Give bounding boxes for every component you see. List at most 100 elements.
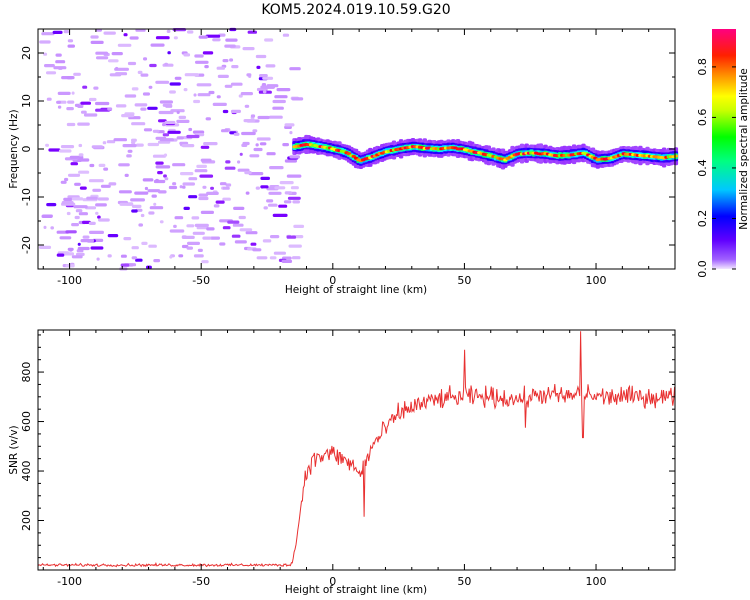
spectrogram-noise-cell [244, 104, 250, 108]
spectrogram-noise-cell [163, 174, 167, 178]
spectrogram-noise-cell [205, 34, 221, 38]
spectrogram-noise-cell [143, 57, 148, 61]
spectrogram-noise-cell [249, 154, 260, 158]
spectrogram-noise-cell [153, 259, 161, 263]
spectrogram-noise-cell [120, 263, 130, 267]
spectrogram-x-tick-label: -50 [192, 274, 210, 287]
spectrogram-noise-cell [186, 246, 193, 250]
spectrogram-noise-cell [73, 72, 81, 76]
spectrogram-noise-cell [256, 65, 261, 69]
spectrogram-noise-cell [284, 191, 293, 195]
spectrogram-y-axis-label: Frequency (Hz) [8, 109, 20, 188]
spectrogram-noise-cell [244, 171, 252, 175]
spectrogram-noise-cell [274, 186, 286, 190]
spectrogram-noise-cell [239, 152, 243, 156]
spectrogram-noise-cell [187, 30, 194, 34]
spectrogram-noise-cell [289, 67, 301, 71]
spectrogram-noise-cell [95, 101, 110, 106]
spectrogram-noise-cell [253, 147, 263, 152]
spectrogram-noise-cell [216, 95, 221, 99]
spectrogram-noise-cell [268, 191, 282, 195]
spectrogram-noise-cell [111, 52, 123, 56]
snr-x-axis-label: Height of straight line (km) [285, 584, 427, 596]
spectrogram-noise-cell [260, 185, 269, 189]
spectrogram-x-tick-label: 0 [329, 274, 336, 287]
spectrogram-noise-cell [89, 230, 104, 234]
spectrogram-noise-cell [121, 114, 135, 118]
spectrogram-noise-cell [222, 226, 231, 230]
spectrogram-noise-cell [127, 61, 137, 66]
spectrogram-noise-cell [78, 212, 88, 216]
spectrogram-noise-cell [222, 186, 230, 190]
spectrogram-noise-cell [250, 242, 257, 246]
spectrogram-x-axis-label: Height of straight line (km) [285, 284, 427, 296]
spectrogram-noise-cell [225, 183, 232, 187]
spectrogram-noise-cell [183, 53, 191, 57]
spectrogram-noise-cell [63, 197, 73, 201]
spectrogram-noise-cell [194, 54, 204, 58]
spectrogram-noise-cell [200, 145, 210, 149]
spectrogram-noise-cell [155, 161, 164, 165]
spectrogram-noise-cell [208, 90, 215, 95]
spectrogram-noise-cell [95, 211, 99, 215]
snr-x-tick-label: 100 [586, 575, 607, 588]
spectrogram-noise-cell [95, 51, 109, 55]
spectrogram-noise-cell [75, 209, 83, 213]
spectrogram-noise-cell [100, 184, 111, 188]
spectrogram-noise-cell [248, 172, 264, 176]
spectrogram-noise-cell [140, 213, 145, 218]
spectrogram-noise-cell [147, 189, 161, 193]
spectrogram-noise-cell [103, 31, 116, 35]
colorbar-gradient [712, 29, 736, 269]
snr-frame [37, 329, 676, 571]
spectrogram-noise-cell [142, 92, 150, 96]
spectrogram-noise-cell [119, 202, 134, 206]
snr-panel: -100 -50 0 50 100 200 400 600 800 Height of stra… [8, 329, 676, 596]
spectrogram-noise-cell [77, 158, 90, 162]
spectrogram-noise-cell [98, 218, 110, 222]
colorbar-label: Normalized spectral amplitude [738, 68, 750, 229]
spectrogram-noise-cell [169, 255, 173, 259]
spectrogram-noise-cell [48, 148, 61, 152]
spectrogram-noise-cell [169, 82, 181, 86]
spectrogram-noise-cell [82, 235, 90, 239]
spectrogram-noise-cell [242, 141, 250, 146]
spectrogram-noise-cell [67, 44, 75, 48]
spectrogram-noise-cell [108, 182, 117, 186]
spectrogram-noise-cell [67, 247, 74, 251]
spectrogram-noise-cell [79, 186, 87, 190]
spectrogram-noise-cell [284, 123, 295, 127]
spectrogram-noise-cell [65, 230, 77, 234]
spectrogram-noise-cell [273, 251, 286, 255]
snr-y-tick-label: 200 [20, 510, 33, 531]
spectrogram-noise-cell [232, 223, 244, 227]
spectrogram-noise-cell [255, 143, 259, 147]
spectrogram-noise-cell [89, 163, 95, 168]
spectrogram-noise-cell [230, 82, 243, 86]
spectrogram-noise-cell [198, 193, 208, 197]
spectrogram-noise-cell [286, 235, 297, 239]
spectrogram-noise-cell [176, 136, 184, 140]
spectrogram-noise-cell [85, 206, 97, 210]
spectrogram-noise-cell [221, 129, 229, 133]
spectrogram-noise-cell [77, 246, 90, 251]
spectrogram-noise-cell [264, 38, 274, 42]
spectrogram-noise-cell [227, 220, 240, 224]
spectrogram-noise-cell [71, 223, 79, 227]
spectrogram-noise-cell [187, 241, 200, 245]
spectrogram-noise-cell [148, 211, 155, 215]
spectrogram-noise-cell [289, 131, 293, 135]
spectrogram-noise-cell [77, 122, 90, 126]
spectrogram-noise-cell [289, 155, 300, 159]
spectrogram-noise-cell [174, 76, 182, 80]
spectrogram-noise-cell [255, 54, 267, 59]
spectrogram-noise-cell [71, 91, 75, 95]
spectrogram-noise-cell [238, 94, 243, 98]
spectrogram-noise-cell [193, 254, 204, 258]
spectrogram-noise-cell [169, 229, 185, 233]
spectrogram-noise-cell [262, 76, 274, 80]
spectrogram-noise-cell [270, 235, 280, 239]
spectrogram-noise-cell [196, 83, 212, 87]
spectrogram-y-tick-label: 20 [20, 46, 33, 60]
spectrogram-noise-cell [225, 160, 231, 164]
